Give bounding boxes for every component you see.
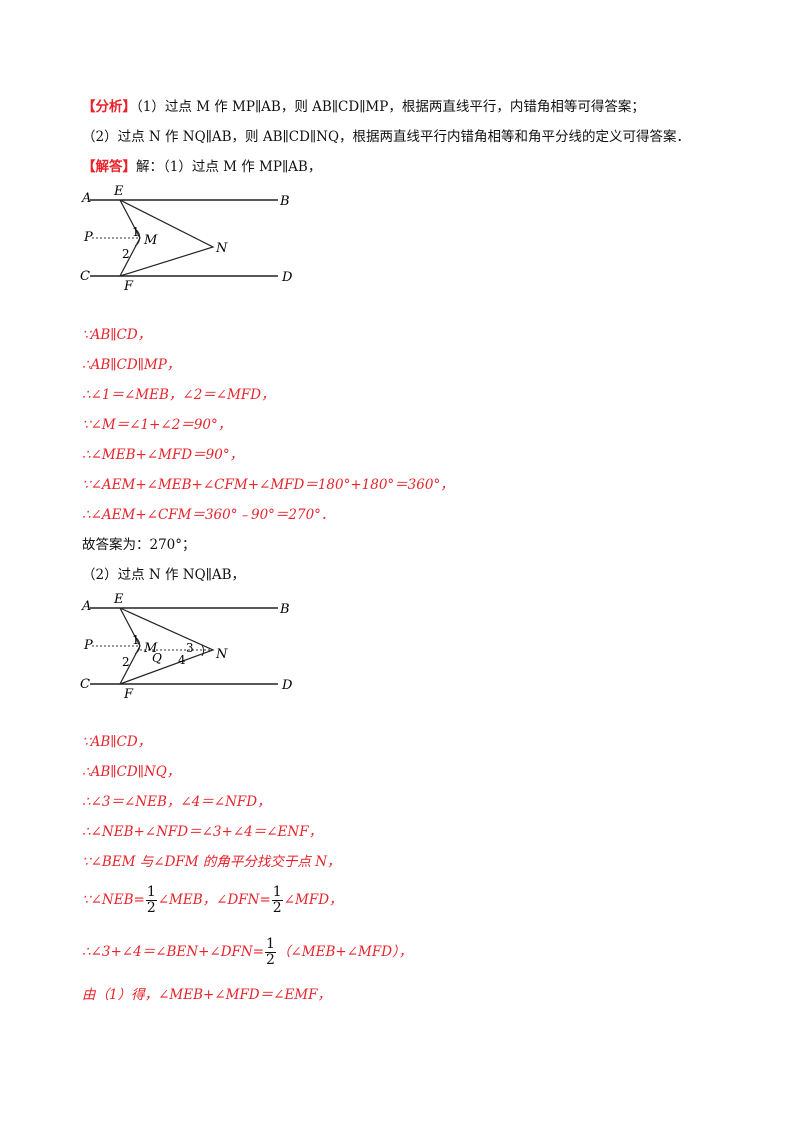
label-q: Q (152, 651, 162, 665)
label-c: C (80, 269, 90, 284)
label-angle-1: 1 (132, 225, 140, 239)
label-n: N (215, 647, 228, 662)
path-enf (119, 199, 215, 277)
analysis-part2: （2）过点 N 作 NQ∥AB，则 AB∥CD∥NQ，根据两直线平行内错角相等和… (82, 129, 691, 145)
geometry-figure-2: A E B P 1 M 3 N 2 Q 4 C F D (80, 592, 293, 702)
angle-arc-m (134, 636, 141, 655)
label-angle-2: 2 (122, 655, 130, 669)
path-enf (119, 607, 215, 685)
frac-num: 1 (145, 884, 157, 901)
step-half-c: ∠MFD， (283, 892, 343, 908)
label-m: M (143, 641, 158, 656)
step-half-line: ∵∠NEB= 1 2 ∠MEB，∠DFN= 1 2 ∠MFD， (82, 883, 343, 917)
frac-num: 1 (271, 884, 283, 901)
label-angle-2: 2 (122, 247, 130, 261)
step2-3: ∴∠NEB+∠NFD＝∠3+∠4＝∠ENF， (82, 824, 323, 840)
label-angle-1: 1 (132, 633, 140, 647)
step-half-a: ∵∠NEB= (82, 892, 145, 908)
analysis-part1: （1）过点 M 作 MP∥AB，则 AB∥CD∥MP，根据两直线平行，内错角相等… (136, 99, 645, 115)
label-e: E (113, 592, 124, 607)
step-sum-b: （∠MEB+∠MFD）， (276, 944, 413, 960)
step2-1: ∴AB∥CD∥NQ， (82, 764, 181, 780)
frac-den: 2 (146, 900, 156, 916)
solution-tag: 【解答】 (82, 159, 136, 175)
step1-6: ∴∠AEM+∠CFM＝360°﹣90°＝270°． (82, 507, 335, 523)
label-angle-4: 4 (178, 653, 186, 667)
label-f: F (123, 687, 134, 702)
label-f: F (123, 279, 134, 294)
angle-arc-n (201, 644, 204, 657)
step-sum-line: ∴∠3+∠4＝∠BEN+∠DFN= 1 2 （∠MEB+∠MFD）， (82, 935, 412, 969)
label-m: M (143, 233, 158, 248)
step1-0: ∵AB∥CD， (82, 327, 152, 343)
solution-intro-2: （2）过点 N 作 NQ∥AB， (82, 567, 246, 583)
solution-intro-line: 【解答】解：（1）过点 M 作 MP∥AB， (82, 158, 321, 176)
step-sum-a: ∴∠3+∠4＝∠BEN+∠DFN= (82, 944, 265, 960)
analysis-tag: 【分析】 (82, 99, 136, 115)
step1-3: ∵∠M＝∠1+∠2＝90°， (82, 417, 232, 433)
step1-5: ∵∠AEM+∠MEB+∠CFM+∠MFD＝180°+180°＝360°， (82, 477, 454, 493)
step-half-b: ∠MEB，∠DFN= (157, 892, 271, 908)
analysis-line-2: （2）过点 N 作 NQ∥AB，则 AB∥CD∥NQ，根据两直线平行内错角相等和… (82, 128, 690, 146)
label-a: A (81, 599, 91, 614)
label-b: B (279, 194, 290, 209)
frac-den: 2 (266, 952, 275, 968)
step2-2: ∴∠3＝∠NEB，∠4＝∠NFD， (82, 794, 271, 810)
label-p: P (83, 230, 93, 245)
step2-4: ∵∠BEM 与∠DFM 的角平分找交于点 N， (82, 854, 341, 870)
label-p: P (83, 638, 93, 653)
solution-intro: 解：（1）过点 M 作 MP∥AB， (136, 159, 322, 175)
frac-den: 2 (272, 900, 282, 916)
label-a: A (81, 191, 91, 206)
frac-num: 1 (265, 936, 276, 953)
step1-2: ∴∠1＝∠MEB，∠2＝∠MFD， (82, 387, 275, 403)
label-b: B (279, 602, 290, 617)
step2-0: ∵AB∥CD， (82, 734, 152, 750)
label-d: D (281, 270, 293, 285)
step1-4: ∴∠MEB+∠MFD＝90°， (82, 447, 244, 463)
answer-1: 故答案为：270°； (82, 537, 196, 553)
geometry-figure-1: A E B P 1 M N 2 C F D (80, 184, 293, 294)
label-d: D (281, 678, 293, 693)
label-angle-3: 3 (186, 641, 194, 655)
label-e: E (113, 184, 124, 199)
angle-arc-m (134, 228, 141, 247)
analysis-line-1: 【分析】（1）过点 M 作 MP∥AB，则 AB∥CD∥MP，根据两直线平行，内… (82, 98, 645, 116)
label-c: C (80, 677, 90, 692)
label-n: N (215, 241, 228, 256)
step1-1: ∴AB∥CD∥MP， (82, 357, 181, 373)
step-last: 由（1）得，∠MEB+∠MFD＝∠EMF， (82, 987, 331, 1003)
